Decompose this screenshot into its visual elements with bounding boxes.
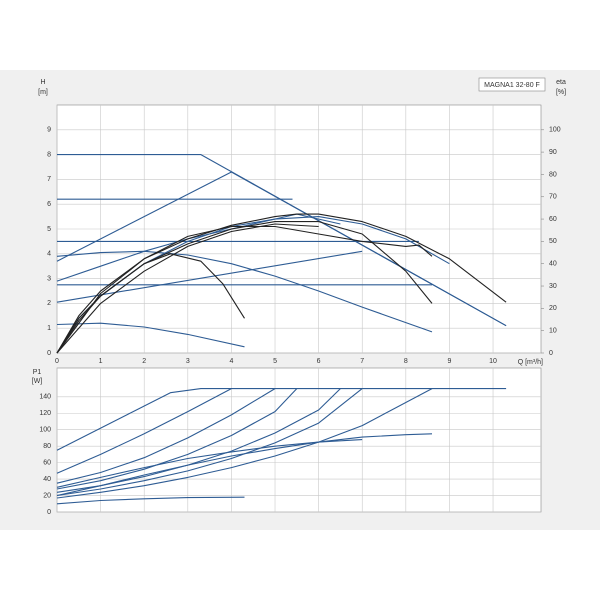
curve [56,496,245,505]
y-tick-label: 7 [47,176,51,183]
y2-tick-label: 30 [549,283,557,290]
x-label: Q [m³/h] [518,359,543,366]
x-tick-label: 9 [447,358,451,365]
x-tick-label: 2 [142,358,146,365]
curve [56,250,433,333]
chart-title: MAGNA1 32-80 F [484,82,540,89]
curve [56,388,232,474]
y-tick-label: 1 [47,325,51,332]
plot-area [56,367,542,513]
y2-tick-label: 80 [549,171,557,178]
y2-tick-label: 0 [549,350,553,357]
y-tick-label: 9 [47,127,51,134]
y2-tick-label: 10 [549,328,557,335]
y-tick-label: 80 [43,443,51,450]
curve [56,388,507,451]
curve [56,388,433,499]
y2-tick-label: 70 [549,194,557,201]
curve [56,253,245,354]
y-tick-label: 60 [43,459,51,466]
y2-label: eta [556,79,566,86]
y-tick-label: 100 [39,427,51,434]
curve [56,171,507,327]
y-label: H [40,79,45,86]
title-box [478,77,546,92]
y2-unit: [%] [556,89,566,96]
y-tick-label: 140 [39,394,51,401]
y-tick-label: 8 [47,151,51,158]
curve [56,322,245,348]
y2-tick-label: 60 [549,216,557,223]
curve [56,213,507,354]
curve [56,388,298,490]
curve [56,433,433,497]
x-tick-label: 3 [186,358,190,365]
y-tick-label: 2 [47,300,51,307]
x-tick-label: 1 [99,358,103,365]
curve [56,388,363,497]
y-tick-label: 3 [47,275,51,282]
x-tick-label: 0 [55,358,59,365]
x-tick-label: 6 [317,358,321,365]
y-label: P1 [33,369,42,376]
y-unit: [W] [32,378,43,385]
y-tick-label: 5 [47,226,51,233]
x-tick-label: 5 [273,358,277,365]
x-tick-label: 8 [404,358,408,365]
curve [56,388,276,484]
x-tick-label: 7 [360,358,364,365]
y-tick-label: 0 [47,509,51,516]
y2-tick-label: 20 [549,305,557,312]
y2-tick-label: 50 [549,238,557,245]
y2-tick-label: 90 [549,149,557,156]
y2-tick-label: 40 [549,261,557,268]
curve [56,223,319,354]
y2-tick-label: 100 [549,127,561,134]
y-tick-label: 6 [47,201,51,208]
y-tick-label: 20 [43,492,51,499]
y-tick-label: 0 [47,350,51,357]
x-tick-label: 4 [229,358,233,365]
curve [56,439,363,488]
y-tick-label: 120 [39,410,51,417]
y-tick-label: 4 [47,251,51,258]
y-unit: [m] [38,89,48,96]
curve [56,250,363,303]
x-tick-label: 10 [489,358,497,365]
curve [56,225,433,354]
y-tick-label: 40 [43,476,51,483]
